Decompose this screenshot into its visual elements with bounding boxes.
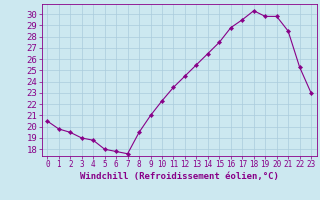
X-axis label: Windchill (Refroidissement éolien,°C): Windchill (Refroidissement éolien,°C) (80, 172, 279, 181)
